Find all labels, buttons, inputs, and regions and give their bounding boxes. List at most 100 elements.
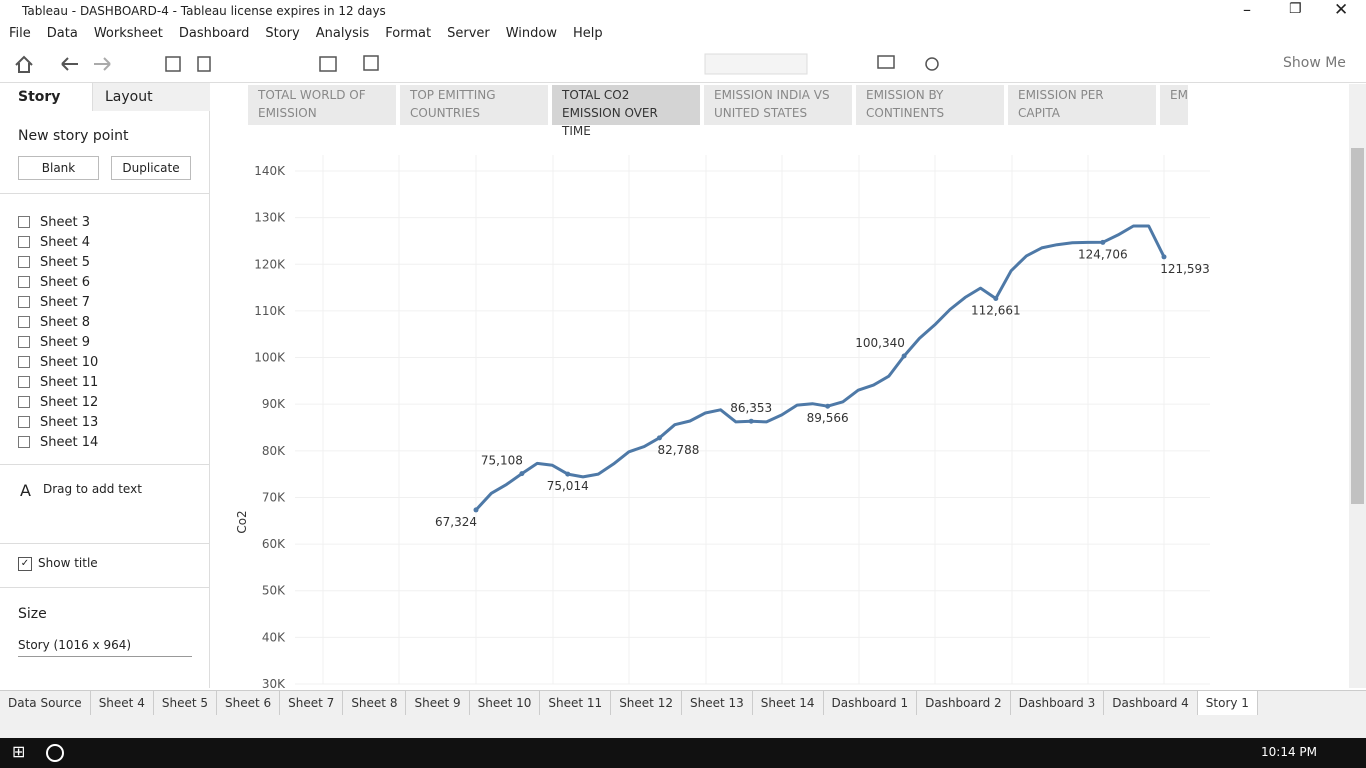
sheet-name: Sheet 3 bbox=[40, 215, 90, 230]
blank-button[interactable]: Blank bbox=[18, 156, 99, 180]
sheet-tab[interactable]: Sheet 12 bbox=[611, 691, 682, 715]
y-tick-label: 110K bbox=[254, 304, 286, 318]
menu-item[interactable]: Help bbox=[573, 26, 603, 41]
story-point[interactable]: EMISSION PER CAPITA bbox=[1008, 85, 1156, 125]
menu-item[interactable]: Data bbox=[46, 26, 78, 41]
menu-item[interactable]: Dashboard bbox=[178, 26, 250, 41]
clock: 10:14 PM bbox=[1261, 745, 1317, 759]
sheet-icon bbox=[18, 336, 30, 348]
data-label: 86,353 bbox=[730, 401, 772, 415]
sheet-tab[interactable]: Dashboard 3 bbox=[1011, 691, 1105, 715]
sheet-name: Sheet 4 bbox=[40, 235, 90, 250]
text-icon: A bbox=[20, 481, 31, 500]
story-point[interactable]: TOP EMITTING COUNTRIES bbox=[400, 85, 548, 125]
sheet-item[interactable]: Sheet 12 bbox=[18, 393, 98, 413]
story-tab[interactable]: Story bbox=[18, 89, 61, 105]
menu-item[interactable]: Analysis bbox=[315, 26, 370, 41]
sheet-tab[interactable]: Dashboard 4 bbox=[1104, 691, 1198, 715]
sheet-tab[interactable]: Story 1 bbox=[1197, 691, 1258, 715]
search-button[interactable] bbox=[46, 744, 64, 762]
scroll-thumb[interactable] bbox=[1351, 148, 1364, 504]
restore[interactable]: ❐ bbox=[1289, 1, 1302, 17]
duplicate-button[interactable]: Duplicate bbox=[111, 156, 191, 180]
redo-icon[interactable] bbox=[94, 57, 111, 71]
data-label: 67,324 bbox=[435, 515, 477, 529]
menu-item[interactable]: Format bbox=[385, 26, 432, 41]
y-tick-label: 40K bbox=[262, 630, 286, 644]
sheet-icon bbox=[18, 376, 30, 388]
sheet-icon bbox=[18, 216, 30, 228]
point bbox=[1100, 239, 1106, 245]
home-icon[interactable] bbox=[15, 55, 33, 73]
sheet-item[interactable]: Sheet 5 bbox=[18, 253, 90, 273]
new-datasource-icon[interactable] bbox=[197, 56, 211, 72]
sheet-tab[interactable]: Sheet 10 bbox=[470, 691, 541, 715]
data-label: 75,014 bbox=[547, 479, 589, 493]
sheet-tab[interactable]: Sheet 13 bbox=[682, 691, 753, 715]
new-sheet-icon[interactable] bbox=[319, 56, 337, 72]
sheet-icon bbox=[18, 256, 30, 268]
duplicate-icon[interactable] bbox=[363, 55, 379, 71]
fit-dropdown[interactable] bbox=[704, 53, 808, 75]
data-label: 121,593 bbox=[1160, 262, 1210, 276]
story-point[interactable]: EMISSION INDIA VS UNITED STATES bbox=[704, 85, 852, 125]
sheet-icon bbox=[18, 276, 30, 288]
sheet-tab[interactable]: Sheet 5 bbox=[154, 691, 217, 715]
menu-bar: File Data Worksheet Dashboard Story Analysis F… bbox=[9, 26, 619, 41]
menu-item[interactable]: Story bbox=[265, 26, 300, 41]
drag-text[interactable]: Drag to add text bbox=[43, 482, 142, 496]
presentation-icon[interactable] bbox=[877, 55, 895, 69]
story-point[interactable]: TOTAL CO2 EMISSION OVER TIME bbox=[552, 85, 700, 138]
sheet-item[interactable]: Sheet 8 bbox=[18, 313, 90, 333]
sheet-tab[interactable]: Dashboard 1 bbox=[824, 691, 918, 715]
sheet-tab[interactable]: Sheet 4 bbox=[91, 691, 154, 715]
story-point[interactable]: EMISSION BY CONTINENTS bbox=[856, 85, 1004, 125]
sheet-item[interactable]: Sheet 6 bbox=[18, 273, 90, 293]
close[interactable]: ✕ bbox=[1334, 0, 1349, 20]
save-icon[interactable] bbox=[165, 56, 181, 72]
sheet-tab[interactable]: Sheet 7 bbox=[280, 691, 344, 715]
sheet-tab[interactable]: Dashboard 2 bbox=[917, 691, 1011, 715]
sheet-icon bbox=[18, 316, 30, 328]
sheet-item[interactable]: Sheet 4 bbox=[18, 233, 90, 253]
point bbox=[748, 418, 754, 424]
story-point[interactable]: TOTAL WORLD OF EMISSION bbox=[248, 85, 396, 125]
sheet-item[interactable]: Sheet 11 bbox=[18, 373, 98, 393]
sheet-tab[interactable]: Sheet 14 bbox=[753, 691, 824, 715]
story-point[interactable]: EM bbox=[1160, 85, 1188, 125]
sheet-item[interactable]: Sheet 10 bbox=[18, 353, 98, 373]
sheet-tab[interactable]: Sheet 6 bbox=[217, 691, 281, 715]
y-axis-label: Co2 bbox=[235, 510, 249, 533]
y-tick-label: 70K bbox=[262, 490, 286, 504]
show-title-checkbox[interactable]: ✓ bbox=[18, 557, 32, 571]
sheet-item[interactable]: Sheet 3 bbox=[18, 213, 90, 233]
point bbox=[993, 295, 999, 301]
show-me[interactable]: Show Me bbox=[1283, 55, 1346, 71]
minimize[interactable]: – bbox=[1243, 0, 1251, 19]
menu-item[interactable]: Server bbox=[447, 26, 490, 41]
divider bbox=[0, 464, 209, 465]
sheet-tab[interactable]: Sheet 8 bbox=[343, 691, 407, 715]
sheet-item[interactable]: Sheet 7 bbox=[18, 293, 90, 313]
menu-item[interactable]: File bbox=[9, 26, 31, 41]
plot: 30K 40K 50K 60K 70K 80K 90K 100K 110K 120K 130K 140… bbox=[235, 155, 1210, 688]
y-tick-label: 130K bbox=[254, 211, 286, 225]
sheet-tab[interactable]: Data Source bbox=[0, 691, 91, 715]
y-tick-label: 100K bbox=[254, 351, 286, 365]
menu-item[interactable]: Worksheet bbox=[93, 26, 163, 41]
start-button[interactable]: ⊞ bbox=[12, 742, 26, 761]
layout-tab[interactable]: Layout bbox=[105, 89, 153, 105]
sheet-item[interactable]: Sheet 14 bbox=[18, 433, 98, 453]
data-label: 89,566 bbox=[807, 411, 849, 425]
menu-item[interactable]: Window bbox=[505, 26, 557, 41]
share-icon[interactable] bbox=[925, 57, 939, 71]
sheet-item[interactable]: Sheet 13 bbox=[18, 413, 98, 433]
sheet-item[interactable]: Sheet 9 bbox=[18, 333, 90, 353]
size-value[interactable]: Story (1016 x 964) bbox=[18, 638, 132, 652]
sheet-tab[interactable]: Sheet 9 bbox=[406, 691, 470, 715]
scrollbar[interactable] bbox=[1349, 84, 1366, 688]
sheet-name: Sheet 10 bbox=[40, 355, 99, 370]
data-label: 75,108 bbox=[481, 454, 523, 468]
undo-icon[interactable] bbox=[61, 57, 78, 71]
sheet-tab[interactable]: Sheet 11 bbox=[540, 691, 612, 715]
